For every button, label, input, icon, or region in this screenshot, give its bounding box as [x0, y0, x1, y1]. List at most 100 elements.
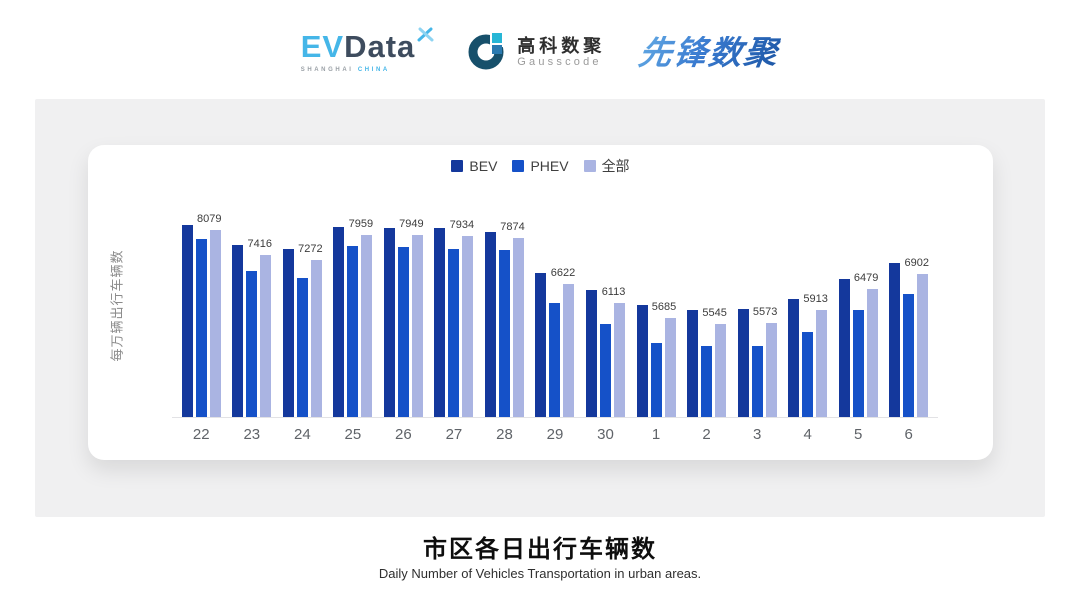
x-tick-label-30: 30: [597, 426, 614, 443]
data-label-26: 7949: [399, 218, 424, 230]
bar-bev-30: [586, 290, 598, 417]
data-label-23: 7416: [247, 238, 273, 250]
x-tick-label-24: 24: [293, 426, 311, 443]
bar-bev-5: [838, 279, 850, 417]
bar-phev-30: [600, 324, 612, 417]
bar-bev-26: [383, 228, 395, 417]
bar-bev-6: [889, 263, 901, 417]
legend-swatch-icon: [512, 160, 525, 172]
bar-bev-2: [687, 310, 699, 417]
bar-group-28: 7874 28: [479, 215, 530, 443]
x-tick-label-22: 22: [192, 426, 210, 443]
evdata-china-text: CHINA: [357, 67, 390, 73]
bar-phev-28: [498, 250, 510, 417]
data-label-6: 6902: [904, 257, 929, 269]
bar-phev-1: [650, 343, 662, 417]
gausscode-g-icon: [468, 29, 509, 75]
bar-phev-25: [347, 246, 359, 417]
legend-label: BEV: [469, 158, 498, 174]
x-tick-label-23: 23: [243, 426, 261, 443]
bar-group-30: 6113 30: [580, 215, 631, 443]
legend-swatch-icon: [583, 160, 596, 172]
bar-group-5: 6479 5: [833, 215, 884, 443]
plot-area: 8079 22 7416 23 7272 24 7959 25 7949 26 7934 27 7874…: [176, 213, 934, 443]
bar-group-6: 6902 6: [883, 215, 934, 443]
bar-group-3: 5573 3: [732, 215, 783, 443]
gausscode-logo: 高科数聚 Gausscode: [468, 29, 606, 75]
gausscode-en-text: Gausscode: [517, 56, 602, 69]
bar-phev-22: [195, 239, 207, 417]
chart-legend: BEV PHEV 全部: [88, 156, 993, 176]
legend-swatch-icon: [451, 160, 464, 172]
evdata-shanghai-text: SHANGHAI: [300, 67, 354, 73]
bar-全部-24: [310, 260, 322, 417]
bar-group-1: 5685 1: [631, 215, 682, 443]
legend-label: 全部: [601, 158, 630, 174]
x-tick-label-6: 6: [904, 426, 913, 443]
data-label-1: 5685: [651, 301, 677, 313]
x-tick-label-28: 28: [496, 426, 513, 443]
bar-phev-2: [701, 346, 713, 417]
data-label-27: 7934: [449, 219, 475, 231]
bar-全部-22: [209, 230, 221, 417]
bar-全部-3: [765, 323, 777, 417]
bar-phev-3: [751, 346, 763, 417]
evdata-logo: EV Data SHANGHAI CHINA: [300, 27, 435, 73]
bar-phev-6: [903, 294, 915, 417]
page-subtitle: Daily Number of Vehicles Transportation …: [378, 566, 702, 581]
bar-bev-22: [181, 225, 193, 417]
data-label-29: 6622: [550, 267, 576, 279]
bar-phev-24: [296, 278, 308, 417]
x-tick-label-26: 26: [395, 426, 412, 443]
bar-bev-25: [333, 227, 345, 417]
bar-bev-27: [434, 228, 446, 417]
bar-group-23: 7416 23: [227, 215, 278, 443]
bar-group-2: 5545 2: [681, 215, 732, 443]
bar-全部-2: [715, 324, 727, 417]
header-logo-strip: EV Data SHANGHAI CHINA 高科数聚 Gausscod: [0, 0, 1080, 98]
bar-全部-1: [664, 318, 676, 417]
bar-group-24: 7272 24: [277, 215, 328, 443]
x-axis-line: [172, 417, 938, 418]
data-label-25: 7959: [348, 218, 374, 230]
bar-group-25: 7959 25: [328, 215, 379, 443]
bar-全部-29: [563, 284, 575, 417]
gausscode-cn-text: 高科数聚: [517, 35, 606, 56]
bar-全部-23: [260, 255, 272, 417]
data-label-24: 7272: [298, 243, 323, 255]
bar-全部-6: [917, 274, 929, 417]
bar-bev-23: [232, 245, 244, 417]
bar-phev-5: [852, 310, 864, 417]
data-label-5: 6479: [853, 272, 879, 284]
legend-item-phev[interactable]: PHEV: [512, 158, 569, 174]
x-tick-label-27: 27: [445, 426, 463, 443]
bar-group-29: 6622 29: [530, 215, 581, 443]
bar-全部-25: [361, 235, 373, 417]
x-tick-label-29: 29: [546, 426, 564, 443]
bar-全部-30: [614, 303, 626, 417]
bar-全部-26: [411, 235, 423, 417]
bar-group-22: 8079 22: [176, 213, 227, 443]
bar-phev-23: [246, 271, 258, 417]
bar-group-27: 7934 27: [429, 215, 480, 443]
bar-phev-29: [549, 303, 561, 417]
bar-bev-29: [535, 273, 547, 417]
data-label-3: 5573: [752, 306, 778, 318]
x-tick-label-3: 3: [752, 426, 762, 443]
bar-全部-5: [866, 289, 878, 417]
bar-phev-4: [802, 332, 814, 417]
x-tick-label-5: 5: [854, 426, 863, 443]
x-tick-label-1: 1: [651, 426, 661, 443]
legend-item-全部[interactable]: 全部: [583, 156, 630, 176]
page-title: 市区各日出行车辆数: [423, 536, 657, 563]
bar-bev-1: [636, 305, 648, 417]
evdata-ev-text: EV: [300, 29, 345, 64]
bar-phev-26: [397, 247, 409, 417]
bar-bev-28: [484, 232, 496, 417]
data-label-28: 7874: [500, 221, 525, 233]
bar-bev-24: [282, 249, 294, 417]
bar-bev-3: [737, 309, 749, 417]
bar-bev-4: [788, 299, 800, 417]
x-tick-label-4: 4: [803, 426, 812, 443]
legend-item-bev[interactable]: BEV: [451, 158, 497, 174]
